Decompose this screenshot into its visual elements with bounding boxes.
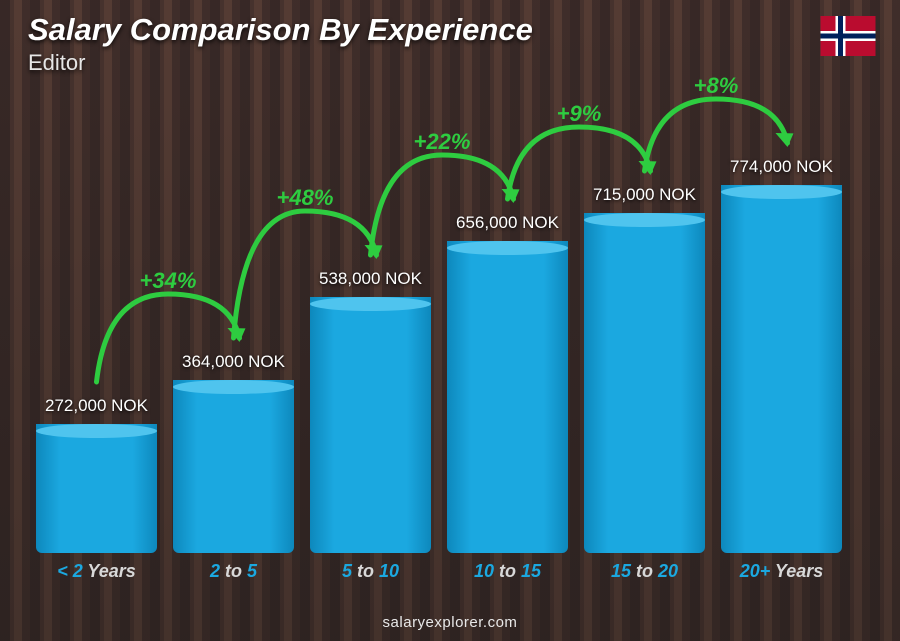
pct-increase-label: +8% <box>694 73 739 98</box>
bar-value-label: 715,000 NOK <box>593 185 696 205</box>
bar-top-face <box>721 185 842 199</box>
bar-value-label: 364,000 NOK <box>182 352 285 372</box>
bar-top-face <box>584 213 705 227</box>
x-axis-label: 10 to 15 <box>439 553 576 589</box>
norway-flag-icon <box>820 16 876 56</box>
infographic-canvas: Salary Comparison By Experience Editor A… <box>0 0 900 641</box>
bar-value-label: 538,000 NOK <box>319 269 422 289</box>
x-axis-label: < 2 Years <box>28 553 165 589</box>
bar <box>173 380 294 553</box>
x-axis-label: 20+ Years <box>713 553 850 589</box>
header: Salary Comparison By Experience Editor <box>28 12 533 76</box>
bar-top-face <box>447 241 568 255</box>
x-axis-label: 2 to 5 <box>165 553 302 589</box>
bar-value-label: 272,000 NOK <box>45 396 148 416</box>
bar-slot: 715,000 NOK <box>576 185 713 553</box>
bar-front-face <box>36 424 157 553</box>
bar-front-face <box>584 213 705 553</box>
page-title: Salary Comparison By Experience <box>28 12 533 48</box>
bar <box>447 241 568 553</box>
bar <box>584 213 705 553</box>
bar-front-face <box>721 185 842 553</box>
bar <box>310 297 431 553</box>
bar-front-face <box>173 380 294 553</box>
bar-value-label: 656,000 NOK <box>456 213 559 233</box>
bar-front-face <box>447 241 568 553</box>
page-subtitle: Editor <box>28 50 533 76</box>
bar-top-face <box>173 380 294 394</box>
bar <box>721 185 842 553</box>
bar-front-face <box>310 297 431 553</box>
bar-slot: 272,000 NOK <box>28 396 165 553</box>
footer-credit: salaryexplorer.com <box>0 614 900 631</box>
bars-container: 272,000 NOK 364,000 NOK 538,000 NOK 656,000… <box>28 120 850 553</box>
bar-slot: 774,000 NOK <box>713 157 850 553</box>
bar-slot: 538,000 NOK <box>302 269 439 553</box>
x-axis: < 2 Years2 to 55 to 1010 to 1515 to 2020… <box>28 553 850 589</box>
bar-value-label: 774,000 NOK <box>730 157 833 177</box>
x-axis-label: 5 to 10 <box>302 553 439 589</box>
bar-slot: 364,000 NOK <box>165 352 302 553</box>
bar-slot: 656,000 NOK <box>439 213 576 553</box>
bar-top-face <box>36 424 157 438</box>
bar <box>36 424 157 553</box>
x-axis-label: 15 to 20 <box>576 553 713 589</box>
bar-chart: 272,000 NOK 364,000 NOK 538,000 NOK 656,000… <box>28 120 850 589</box>
bar-top-face <box>310 297 431 311</box>
